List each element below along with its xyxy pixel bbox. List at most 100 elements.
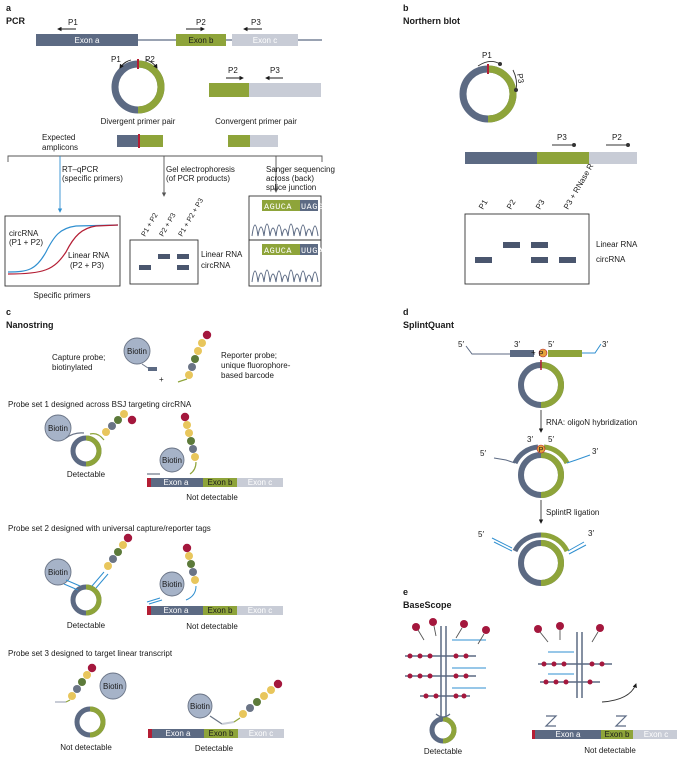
northern-circ-p1: P1 — [482, 51, 492, 60]
ps3-circrna — [55, 663, 127, 738]
legend-reporter-probe — [177, 330, 212, 383]
reporter-label-2: unique fluorophore- — [221, 361, 291, 370]
sq1-three-prime-right: 3′ — [602, 340, 608, 349]
ps2-detectable: Detectable — [67, 621, 106, 630]
ps2-linear — [146, 543, 283, 615]
panel-title-pcr: PCR — [6, 16, 26, 26]
northern-linear-p3: P3 — [557, 133, 567, 142]
convergent-p3-label: P3 — [270, 66, 280, 75]
ps1-circrna — [44, 410, 137, 467]
panel-b-northern: b Northern blot P1 P3 P3 P2 P1 P2 P3 P3 … — [403, 3, 638, 285]
northern-blot — [464, 213, 590, 285]
bs-not-detectable-label: Not detectable — [584, 746, 636, 755]
blot-band-circ-p3-rnase — [559, 257, 576, 263]
ps3-biotin-label: Biotin — [103, 682, 123, 691]
panel-letter-b: b — [403, 3, 409, 13]
legend-plus: + — [159, 375, 164, 384]
blot-lane-p1: P1 — [477, 198, 490, 211]
divergent-p1-label: P1 — [111, 55, 121, 64]
ps2-exon-a: Exon a — [164, 606, 189, 615]
probeset3-label: Probe set 3 designed to target linear tr… — [8, 649, 173, 658]
blot-lane-p3-rnase: P3 + RNase R — [562, 162, 596, 211]
sq-step3 — [491, 532, 587, 586]
bs-detectable-assembly — [405, 618, 490, 744]
exon-a-block — [36, 34, 138, 46]
ps2-exon-c: Exon c — [248, 606, 272, 615]
blot-lane-p3: P3 — [534, 198, 547, 211]
qpcr-linear-label-1: Linear RNA — [68, 251, 110, 260]
ps1-not-detectable: Not detectable — [186, 493, 238, 502]
gel-lane-p1p2p3: P1 + P2 + P3 — [176, 196, 205, 238]
amplicon-circ-olive — [139, 135, 163, 147]
capture-label-1: Capture probe; — [52, 353, 105, 362]
ps2-exon-b: Exon b — [208, 606, 233, 615]
gel-band-circ-lane3 — [177, 265, 189, 270]
ps3-not-detectable: Not detectable — [60, 743, 112, 752]
sq-step1 — [465, 343, 602, 408]
blot-linear-label: Linear RNA — [596, 240, 638, 249]
gel-band-circ-lane1 — [139, 265, 151, 270]
sq1-five-prime-right: 5′ — [548, 340, 554, 349]
exon-c-block — [232, 34, 298, 46]
probeset2-label: Probe set 2 designed with universal capt… — [8, 524, 211, 533]
sq2-p-symbol: P — [539, 445, 544, 454]
northern-linear-slate — [465, 152, 537, 164]
sq2-three-prime: 3′ — [527, 435, 533, 444]
northern-linear-olive — [537, 152, 589, 164]
pcr-gel: P1 + P2 P2 + P3 P1 + P2 + P3 — [129, 196, 205, 285]
ps1-exon-c: Exon c — [248, 478, 272, 487]
sanger-seq2-left: AGUCA — [264, 246, 292, 256]
ps1-linear — [147, 412, 283, 487]
reporter-label-3: based barcode — [221, 371, 274, 380]
blot-band-linear-p2 — [503, 242, 520, 248]
panel-title-splintquant: SplintQuant — [403, 320, 454, 330]
blot-circrna-label: circRNA — [596, 255, 626, 264]
panel-title-northern: Northern blot — [403, 16, 460, 26]
qpcr-curve-linear — [7, 224, 119, 275]
capture-label-2: biotinylated — [52, 363, 92, 372]
panel-title-basescope: BaseScope — [403, 600, 452, 610]
expected-label-2: amplicons — [42, 143, 78, 152]
bs-not-detectable-assembly — [532, 622, 677, 739]
sanger-seq2-right: UUGAC — [301, 246, 329, 256]
panel-letter-c: c — [6, 307, 11, 317]
bs-detectable-label: Detectable — [424, 747, 463, 756]
sq2-five-prime-right: 5′ — [548, 435, 554, 444]
ps2-not-detectable: Not detectable — [186, 622, 238, 631]
bs-exon-a: Exon a — [556, 730, 581, 739]
ps1-detectable: Detectable — [67, 470, 106, 479]
exon-c-label: Exon c — [253, 36, 277, 45]
gel-label-1: Gel electrophoresis — [166, 165, 235, 174]
blot-band-linear-p3 — [531, 242, 548, 248]
convergent-p2-label: P2 — [228, 66, 238, 75]
sq1-plus: + — [531, 348, 536, 357]
blot-lane-p2: P2 — [505, 198, 518, 211]
primer-p3-label: P3 — [251, 18, 261, 27]
probeset1-label: Probe set 1 designed across BSJ targetin… — [8, 400, 192, 409]
legend-biotin-label: Biotin — [127, 347, 147, 356]
sq-step-splintr-label: SplintR ligation — [546, 508, 599, 517]
ps3-detectable: Detectable — [195, 744, 234, 753]
sq2-three-prime-right: 3′ — [592, 447, 598, 456]
exon-a-label: Exon a — [75, 36, 100, 45]
ps3-exon-b: Exon b — [209, 729, 234, 738]
sq3-five-prime: 5′ — [478, 530, 484, 539]
gel-linear-label: Linear RNA — [201, 250, 243, 259]
ps3-lin-biotin-label: Biotin — [190, 702, 210, 711]
ps1-biotin-label: Biotin — [48, 424, 68, 433]
amplicon-linear-olive — [228, 135, 250, 147]
ps1-exon-b: Exon b — [208, 478, 233, 487]
panel-c-nanostring: c Nanostring Biotin Capture probe; bioti… — [6, 307, 291, 753]
specific-primers-caption: Specific primers — [34, 291, 91, 300]
convergent-exon-b — [209, 83, 249, 97]
primer-p1-label: P1 — [68, 18, 78, 27]
panel-d-splintquant: d SplintQuant 5′ 3′ + P 5′ 3′ RNA: oligo… — [403, 307, 637, 586]
northern-circ-p3: P3 — [515, 73, 526, 85]
bs-exon-c: Exon c — [644, 730, 668, 739]
panel-a-pcr: a PCR Exon a Exon b Exon c P1 P2 P3 P1 P… — [4, 3, 335, 300]
sanger-traces — [248, 195, 322, 287]
convergent-caption: Convergent primer pair — [215, 117, 297, 126]
ps2-lin-biotin-label: Biotin — [162, 580, 182, 589]
